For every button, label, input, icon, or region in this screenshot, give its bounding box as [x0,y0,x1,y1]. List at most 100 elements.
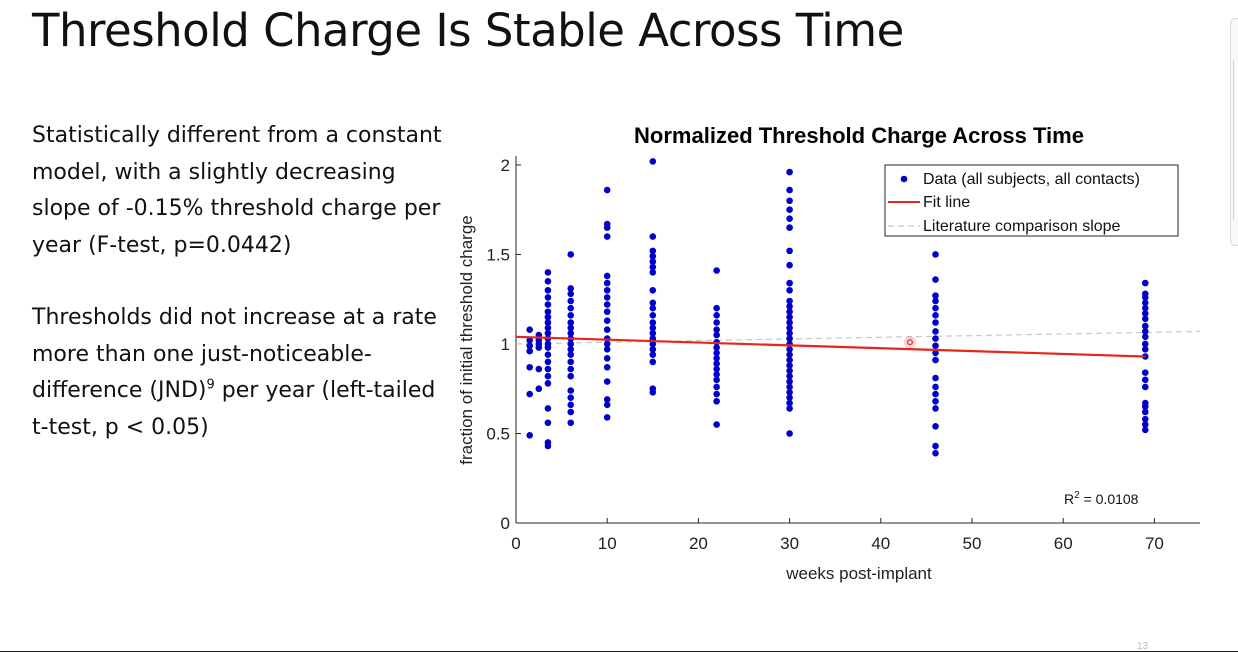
data-point [544,351,552,359]
side-panel-tab[interactable] [1230,18,1238,246]
data-point [1141,304,1149,312]
data-point [567,358,575,366]
data-point [544,324,552,332]
data-point [786,383,793,391]
statement-paragraph-2-main: Thresholds did not increase at a rate mo… [32,305,437,403]
data-point [567,340,575,348]
data-point [932,405,939,412]
data-point [649,340,657,348]
data-point [932,356,939,364]
data-point [649,286,657,294]
data-point [567,401,575,409]
data-point [932,349,939,357]
data-point [567,408,575,416]
x-tick-label: 20 [689,534,708,553]
data-point [544,313,552,321]
data-point [567,394,575,401]
data-group-week-2 [544,269,552,450]
data-point [1141,415,1149,423]
x-tick-label: 60 [1054,534,1073,553]
page-number: 13 [1137,641,1149,652]
data-point [932,442,939,450]
data-point [932,335,939,342]
data-point [567,312,575,319]
literature-slope-line [515,330,1201,345]
data-point [713,331,720,339]
data-point [713,371,720,378]
data-point [526,326,533,333]
data-point [786,313,793,321]
data-point [786,324,793,332]
x-tick-label: 50 [963,534,982,553]
y-tick-label: 1 [501,335,510,354]
data-point [932,319,939,326]
data-point [544,358,552,366]
data-point [544,419,552,427]
data-point [649,385,657,393]
data-point [786,335,793,342]
footer-divider [0,651,1238,652]
statement-paragraph-2: Thresholds did not increase at a rate mo… [32,300,442,446]
data-point [603,286,611,294]
x-axis-label: weeks post-implant [785,564,932,583]
data-point [786,405,793,412]
data-point [535,385,543,393]
data-point [649,247,657,255]
data-point [1141,369,1149,376]
data-point [567,387,575,394]
chart-title: Normalized Threshold Charge Across Time [634,123,1084,148]
data-point [603,233,611,240]
data-point [713,383,720,391]
data-point [544,340,552,348]
x-tick-label: 70 [1145,534,1164,553]
data-point [1141,340,1149,348]
data-point [603,326,611,333]
data-point [786,279,793,287]
data-point [713,349,720,357]
data-point [1141,399,1149,407]
y-tick-label: 0.5 [486,424,510,443]
data-point [526,337,533,344]
data-point [649,346,657,353]
threshold-scatter-chart: Normalized Threshold Charge Across Time … [457,123,1201,583]
data-point [932,304,939,312]
plot-area: 0 10 20 30 40 50 60 70 0 0.5 1 1.5 2 Data (all subjec… [486,156,1201,553]
data-point [786,367,793,375]
data-point [649,358,657,366]
data-point [649,312,657,319]
data-point [786,286,793,294]
data-point [649,329,657,337]
data-point [567,329,575,337]
data-point [603,272,611,280]
data-point [603,301,611,308]
x-tick-label: 10 [598,534,617,553]
data-point [786,329,793,337]
data-point [567,351,575,359]
x-tick-label: 0 [511,534,520,553]
data-point [786,224,793,231]
data-point [932,449,939,457]
legend-label-fit: Fit line [923,194,970,211]
data-point [603,308,611,316]
slide-body: Statistically different from a constant … [32,118,442,482]
data-point [713,354,720,362]
data-group-week-0 [526,326,533,439]
data-group-week-5 [649,158,657,396]
data-point [544,301,552,308]
data-point [544,278,552,285]
legend: Data (all subjects, all contacts) Fit lin… [884,164,1179,237]
data-point [786,399,793,407]
data-point [932,251,939,258]
data-point [932,297,939,305]
data-point [603,363,611,371]
data-point [649,263,657,271]
data-point [544,372,552,380]
data-point [1141,376,1149,384]
data-point [786,394,793,401]
data-point [544,439,552,446]
y-tick-label: 0 [501,514,510,533]
r-squared-prefix: R [1064,491,1074,507]
data-point [786,389,793,396]
data-point [786,356,793,364]
data-point [1141,299,1149,307]
